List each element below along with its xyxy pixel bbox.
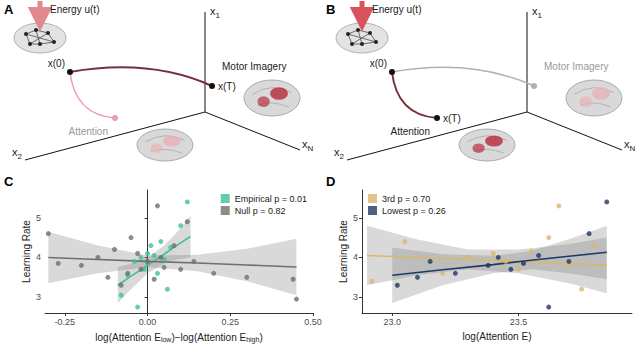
- svg-text:high: high: [246, 336, 259, 344]
- svg-text:C: C: [4, 174, 14, 189]
- svg-text:D: D: [326, 174, 335, 189]
- svg-text:log(Attention E): log(Attention E): [463, 331, 532, 342]
- svg-text:4: 4: [353, 252, 358, 262]
- svg-text:Lowest p = 0.26: Lowest p = 0.26: [382, 206, 446, 216]
- svg-text:x2: x2: [12, 146, 23, 161]
- svg-text:x(0): x(0): [48, 58, 65, 69]
- svg-text:Learning Rate: Learning Rate: [338, 220, 349, 283]
- svg-text:Energy u(t): Energy u(t): [372, 4, 421, 15]
- svg-text:3: 3: [353, 292, 358, 302]
- svg-text:Learning Rate: Learning Rate: [21, 220, 32, 283]
- svg-text:B: B: [326, 2, 335, 17]
- svg-text:0.00: 0.00: [139, 317, 157, 327]
- svg-text:low: low: [160, 336, 172, 343]
- svg-text:x(0): x(0): [370, 58, 387, 69]
- svg-text:0.25: 0.25: [222, 317, 240, 327]
- svg-text:x(T): x(T): [218, 81, 236, 92]
- svg-text:x2: x2: [334, 146, 345, 161]
- svg-text:)−log(Attention E: )−log(Attention E: [171, 332, 246, 343]
- svg-text:A: A: [4, 2, 14, 17]
- svg-text:Null p = 0.82: Null p = 0.82: [235, 206, 286, 216]
- svg-text:23.5: 23.5: [510, 317, 528, 327]
- svg-text:3: 3: [36, 292, 41, 302]
- svg-text:Motor Imagery: Motor Imagery: [222, 61, 286, 72]
- svg-text:): ): [259, 332, 262, 343]
- svg-text:Energy u(t): Energy u(t): [50, 4, 99, 15]
- svg-text:log(Attention E: log(Attention E: [95, 332, 161, 343]
- svg-text:xN: xN: [302, 138, 314, 153]
- svg-text:Attention: Attention: [391, 126, 430, 137]
- svg-text:Attention: Attention: [69, 126, 108, 137]
- svg-text:x1: x1: [532, 5, 543, 20]
- svg-text:23.0: 23.0: [384, 317, 402, 327]
- svg-text:Motor Imagery: Motor Imagery: [544, 61, 608, 72]
- svg-text:0.50: 0.50: [304, 317, 322, 327]
- svg-text:-0.25: -0.25: [55, 317, 76, 327]
- svg-text:x(T): x(T): [443, 113, 461, 124]
- svg-text:Empirical p = 0.01: Empirical p = 0.01: [235, 194, 307, 204]
- svg-text:4: 4: [36, 252, 41, 262]
- svg-text:3rd p = 0.70: 3rd p = 0.70: [382, 194, 430, 204]
- svg-text:x1: x1: [210, 5, 221, 20]
- svg-text:xN: xN: [624, 138, 636, 153]
- svg-text:5: 5: [36, 213, 41, 223]
- svg-text:5: 5: [353, 213, 358, 223]
